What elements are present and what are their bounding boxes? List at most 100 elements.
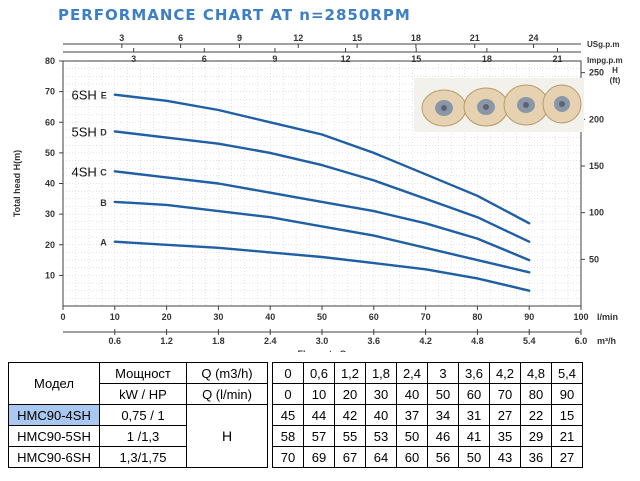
x2-tick-label: 2.4 [264, 336, 277, 346]
q-m3-cell: 4,2 [489, 362, 521, 384]
q-m3-cell: 4,8 [520, 362, 552, 384]
q-m3-cell: 5,4 [551, 362, 583, 384]
top-axis-2-tick-label: 3 [131, 54, 136, 64]
q-m3-cell: 0 [272, 362, 304, 384]
model-cell: HMC90-5SH [8, 425, 100, 447]
q-m3-header: Q (m3/h) [186, 362, 268, 384]
h-cell: 40 [365, 404, 397, 426]
h-cell: 60 [396, 446, 428, 468]
h-cell: 34 [427, 404, 459, 426]
top-axis-2-tick-label: 18 [482, 54, 492, 64]
y-tick-label: 80 [45, 56, 55, 66]
h-cell: 22 [520, 404, 552, 426]
curve-model-label: 6SH [72, 88, 97, 103]
q-l-cell: 90 [551, 383, 583, 405]
curve-D [113, 130, 531, 243]
h-cell: 45 [272, 404, 304, 426]
table-header-row-1: Модел Мощност Q (m3/h) 0 0,6 1,2 1,8 2,4… [8, 362, 583, 405]
performance-chart: PERFORMANCE CHART AT n=2850RPM 10 20 30 40 5… [12, 6, 623, 352]
h-cell: 69 [303, 446, 335, 468]
x-tick-label: 100 [573, 312, 588, 322]
h-cell: 57 [303, 425, 335, 447]
q-m3-cell: 3,6 [458, 362, 490, 384]
q-l-cell: 40 [396, 383, 428, 405]
right-axis-label: H [612, 66, 618, 75]
x2-tick-label: 1.2 [160, 336, 173, 346]
q-l-cell: 60 [458, 383, 490, 405]
h-cell: 31 [458, 404, 490, 426]
h-cell: 27 [551, 446, 583, 468]
curve-model-label: 4SH [72, 164, 97, 179]
top-axis-1-tick-label: 24 [529, 33, 539, 43]
x2-unit-label: m³/h [597, 336, 616, 346]
impeller-2 [463, 87, 509, 127]
y-tick-label: 20 [45, 240, 55, 250]
h-cell: 42 [334, 404, 366, 426]
q-l-cell: 0 [272, 383, 304, 405]
chart-title: PERFORMANCE CHART AT n=2850RPM [58, 6, 411, 24]
h-cell: 27 [489, 404, 521, 426]
q-l-cell: 10 [303, 383, 335, 405]
h-cell: 64 [365, 446, 397, 468]
curve-model-label: 5SH [72, 124, 97, 139]
q-m3-cell: 1,8 [365, 362, 397, 384]
h-cell: 41 [458, 425, 490, 447]
q-l-cell: 20 [334, 383, 366, 405]
h-cell: 53 [365, 425, 397, 447]
y-tick-label: 50 [45, 148, 55, 158]
top-axis-2-tick-label: 12 [341, 54, 351, 64]
top-axis-2-tick-label: 9 [272, 54, 277, 64]
x-axis-label: Flow rate Q [297, 349, 346, 352]
power-cell: 0,75 / 1 [99, 404, 187, 426]
top-axis-1-label: USg.p.m [587, 40, 619, 49]
x-tick-label: 10 [110, 312, 120, 322]
right-axis-tick-label: 150 [589, 161, 604, 171]
x-tick-label: 50 [317, 312, 327, 322]
q-m3-cell: 2,4 [396, 362, 428, 384]
top-axis-1-tick-label: 3 [119, 33, 124, 43]
h-cell: 43 [489, 446, 521, 468]
right-axis-tick-label: 250 [589, 68, 604, 78]
top-axis-1-tick-label: 18 [411, 33, 421, 43]
q-m3-cell: 3 [427, 362, 459, 384]
x2-tick-label: 3.6 [368, 336, 381, 346]
q-l-cell: 80 [520, 383, 552, 405]
h-cell: 70 [272, 446, 304, 468]
curve-letter-label: E [101, 91, 107, 101]
top-axis-1-tick-label: 15 [352, 33, 362, 43]
power-cell: 1,3/1,75 [99, 446, 187, 468]
h-cell: 37 [396, 404, 428, 426]
x-tick-label: 90 [524, 312, 534, 322]
top-axis-2-tick-label: 15 [411, 54, 421, 64]
x-tick-label: 60 [369, 312, 379, 322]
table-row: HMC90-4SH 0,75 / 1 H 45 44 42 40 37 34 3… [8, 404, 583, 468]
table-row: HMC90-5SH 1 /1,3 58 57 55 53 50 46 41 35… [8, 425, 583, 447]
h-cell: 55 [334, 425, 366, 447]
q-m3-cell: 1,2 [334, 362, 366, 384]
h-cell: 67 [334, 446, 366, 468]
y-tick-label: 30 [45, 209, 55, 219]
curve-letter-label: B [100, 198, 107, 208]
x2-tick-label: 6.0 [575, 336, 588, 346]
y-tick-label: 60 [45, 117, 55, 127]
impeller-4 [542, 84, 582, 124]
x-tick-label: 70 [421, 312, 431, 322]
y-tick-label: 70 [45, 87, 55, 97]
q-m3-cell: 0,6 [303, 362, 335, 384]
chart-canvas: 10 20 30 40 50 60 70 80 Total head H(m) 0 10 20 30 40… [12, 33, 623, 352]
power-unit-header: kW / HP [99, 383, 187, 405]
x2-tick-label: 4.2 [419, 336, 432, 346]
x2-tick-label: 3.0 [316, 336, 329, 346]
model-cell: HMC90-4SH [8, 404, 100, 426]
performance-table: Модел Мощност Q (m3/h) 0 0,6 1,2 1,8 2,4… [8, 362, 583, 468]
x-tick-label: 30 [213, 312, 223, 322]
x2-tick-label: 4.8 [471, 336, 484, 346]
q-l-header: Q (l/min) [186, 383, 268, 405]
curve-letter-label: A [100, 238, 107, 248]
power-cell: 1 /1,3 [99, 425, 187, 447]
curve-E [113, 93, 531, 225]
q-l-cell: 50 [427, 383, 459, 405]
top-axis-1-tick-label: 6 [178, 33, 183, 43]
y-axis-label: Total head H(m) [12, 150, 22, 217]
impeller-3 [503, 84, 549, 126]
